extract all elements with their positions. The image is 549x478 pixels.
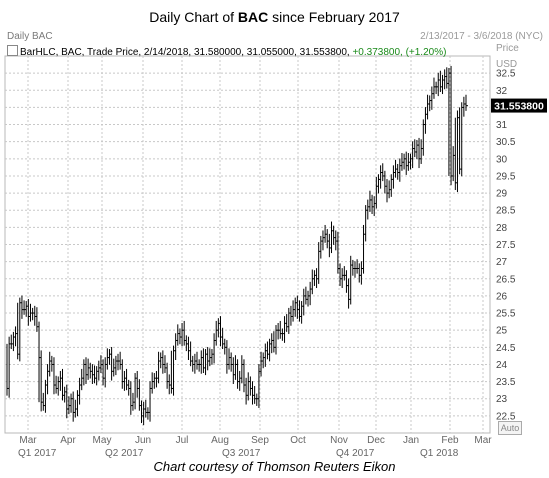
quarter-label: Q3 2017 xyxy=(222,448,261,459)
legend-change: +0.373800, (+1.20%) xyxy=(352,47,447,58)
date-range-label: 2/13/2017 - 3/6/2018 (NYC) xyxy=(420,31,543,42)
quarter-label: Q2 2017 xyxy=(105,448,144,459)
y-tick-label: 29.5 xyxy=(496,171,516,182)
month-label: May xyxy=(93,435,112,446)
y-tick-label: 26.5 xyxy=(496,274,516,285)
month-label: Nov xyxy=(330,435,348,446)
month-label: Apr xyxy=(60,435,76,446)
y-tick-label: 28 xyxy=(496,223,508,234)
y-tick-label: 24.5 xyxy=(496,343,516,354)
y-tick-label: 22.5 xyxy=(496,411,516,422)
month-label: Feb xyxy=(441,435,459,446)
y-tick-label: 28.5 xyxy=(496,206,516,217)
y-header-label: USD xyxy=(496,59,517,70)
y-header-label: Price xyxy=(496,43,519,54)
y-tick-label: 25 xyxy=(496,326,508,337)
auto-scale-button[interactable]: Auto xyxy=(498,421,522,435)
month-label: Oct xyxy=(290,435,306,446)
price-bar xyxy=(465,94,468,111)
bar-series-icon xyxy=(7,45,18,56)
y-tick-label: 25.5 xyxy=(496,309,516,320)
y-tick-label: 30.5 xyxy=(496,137,516,148)
quarter-label: Q1 2017 xyxy=(18,448,57,459)
month-label: Jul xyxy=(176,435,189,446)
legend-text: BarHLC, BAC, Trade Price, 2/14/2018, 31.… xyxy=(20,47,350,58)
month-label: Aug xyxy=(211,435,229,446)
y-tick-label: 27.5 xyxy=(496,240,516,251)
month-label: Mar xyxy=(19,435,37,446)
y-tick-label: 30 xyxy=(496,154,508,165)
y-tick-label: 32.5 xyxy=(496,69,516,80)
y-tick-label: 32 xyxy=(496,86,508,97)
quarter-label: Q1 2018 xyxy=(420,448,459,459)
y-tick-label: 29 xyxy=(496,189,508,200)
y-tick-label: 27 xyxy=(496,257,508,268)
month-label: Dec xyxy=(367,435,385,446)
last-price-label: 31.553800 xyxy=(494,101,544,113)
chart-credit: Chart courtesy of Thomson Reuters Eikon xyxy=(153,459,396,474)
month-label: Jan xyxy=(403,435,419,446)
y-tick-label: 24 xyxy=(496,360,508,371)
month-label: Sep xyxy=(251,435,269,446)
month-label: Mar xyxy=(474,435,492,446)
y-tick-label: 26 xyxy=(496,291,508,302)
quarter-label: Q4 2017 xyxy=(336,448,375,459)
y-tick-label: 23 xyxy=(496,394,508,405)
y-tick-label: 23.5 xyxy=(496,377,516,388)
chart-name-label: Daily BAC xyxy=(7,31,53,42)
chart-title: Daily Chart of BAC since February 2017 xyxy=(149,9,400,25)
chart-legend: BarHLC, BAC, Trade Price, 2/14/2018, 31.… xyxy=(7,45,446,58)
last-price-marker xyxy=(491,98,547,113)
y-tick-label: 31 xyxy=(496,120,508,131)
month-label: Jun xyxy=(135,435,151,446)
